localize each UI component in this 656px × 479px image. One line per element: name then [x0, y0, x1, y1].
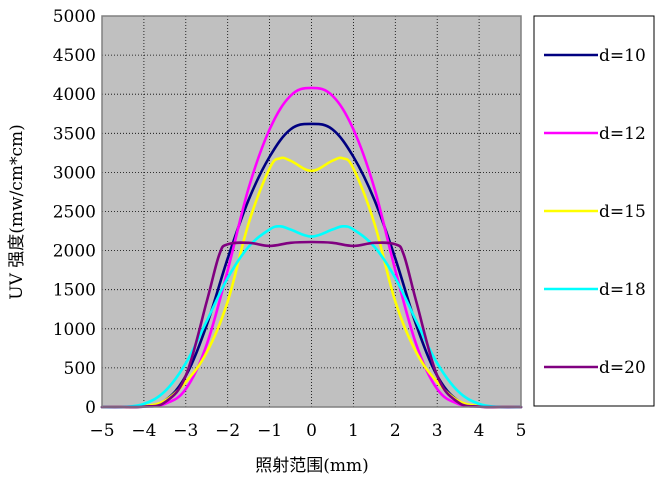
y-gridlines — [102, 54, 521, 369]
legend-label-d=12: d=12 — [599, 124, 646, 144]
y-axis-tick-labels: 0 500 1000 1500 2000 2500 3000 3500 4000 4500 5000 — [53, 7, 96, 418]
plot-border — [101, 15, 522, 408]
y-tick-label: 4500 — [53, 46, 96, 66]
y-tick-label: 2500 — [53, 203, 96, 223]
x-gridlines — [143, 16, 480, 407]
x-tick-label: 0 — [306, 421, 317, 441]
x-tick-label: −2 — [215, 421, 240, 441]
y-tick-label: 1500 — [53, 281, 96, 301]
y-tick-label: 1000 — [53, 320, 96, 340]
x-axis-title: 照射范围(mm) — [255, 456, 369, 476]
y-tick-label: 2000 — [53, 242, 96, 262]
x-tick-label: −5 — [89, 421, 114, 441]
y-axis-title: UV 强度(mw/cm*cm) — [7, 124, 27, 299]
y-tick-label: 5000 — [53, 7, 96, 27]
x-tick-label: 5 — [516, 421, 527, 441]
series-line-d=12 — [100, 86, 523, 409]
legend-label-d=18: d=18 — [599, 280, 646, 300]
y-tick-label: 500 — [64, 359, 96, 379]
x-tick-label: −4 — [131, 421, 156, 441]
y-tick-label: 4000 — [53, 85, 96, 105]
x-tick-label: −1 — [257, 421, 282, 441]
series-lines — [100, 86, 523, 409]
legend: d=10 d=12 d=15 d=18 d=20 — [544, 46, 646, 378]
x-tick-label: 3 — [432, 421, 443, 441]
y-tick-label: 0 — [85, 398, 96, 418]
series-line-d=18 — [100, 225, 523, 409]
x-tick-label: 2 — [390, 421, 401, 441]
series-line-d=20 — [100, 240, 523, 409]
x-tick-label: 1 — [348, 421, 359, 441]
x-tick-label: 4 — [474, 421, 485, 441]
x-tick-label: −3 — [173, 421, 198, 441]
y-tick-label: 3500 — [53, 124, 96, 144]
legend-label-d=10: d=10 — [599, 46, 646, 66]
legend-label-d=15: d=15 — [599, 202, 646, 222]
legend-label-d=20: d=20 — [599, 358, 646, 378]
y-tick-label: 3000 — [53, 163, 96, 183]
x-axis-tick-labels: −5 −4 −3 −2 −1 0 1 2 3 4 5 — [89, 421, 526, 441]
